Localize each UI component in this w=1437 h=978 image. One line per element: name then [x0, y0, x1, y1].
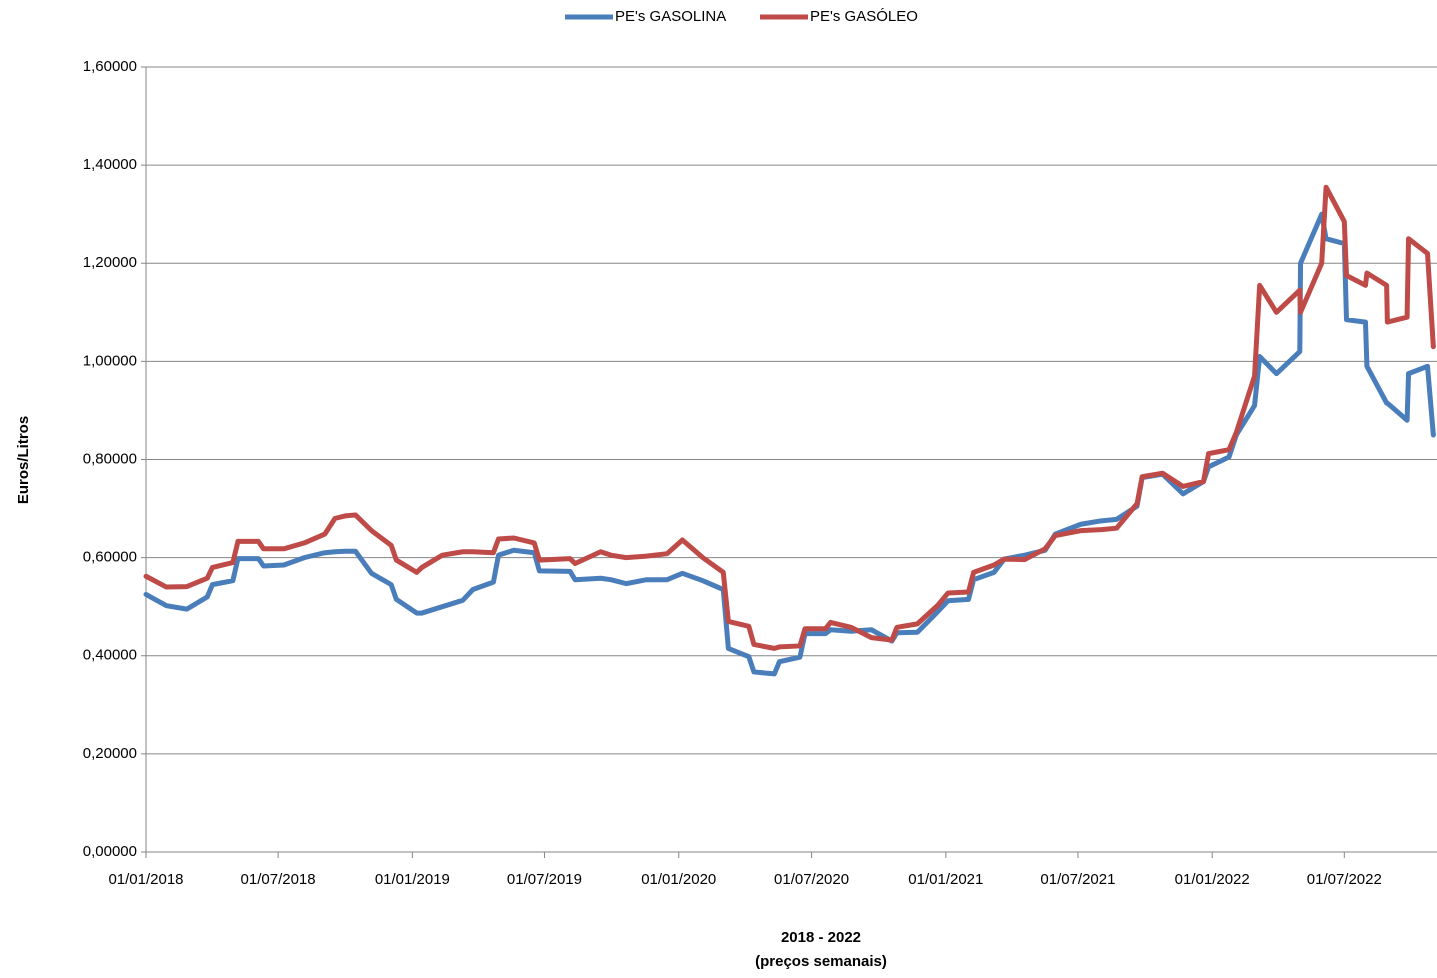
x-axis-title: 2018 - 2022	[781, 929, 861, 946]
y-tick-label: 1,60000	[83, 58, 137, 75]
x-tick-label: 01/01/2018	[108, 871, 183, 888]
legend-label: PE's GASOLINA	[615, 8, 726, 25]
y-tick-label: 1,40000	[83, 156, 137, 173]
x-axis-note: (preços semanais)	[755, 953, 887, 970]
legend-label: PE's GASÓLEO	[810, 8, 918, 25]
y-tick-label: 1,00000	[83, 352, 137, 369]
x-tick-label: 01/07/2022	[1307, 871, 1382, 888]
y-tick-label: 1,20000	[83, 254, 137, 271]
y-tick-label: 0,20000	[83, 745, 137, 762]
y-tick-label: 0,60000	[83, 549, 137, 566]
series-line	[143, 184, 1436, 651]
x-tick-label: 01/01/2019	[375, 871, 450, 888]
x-tick-label: 01/01/2022	[1175, 871, 1250, 888]
y-tick-label: 0,00000	[83, 843, 137, 860]
x-tick-label: 01/07/2021	[1040, 871, 1115, 888]
x-tick-label: 01/07/2020	[774, 871, 849, 888]
y-tick-label: 0,80000	[83, 450, 137, 467]
y-tick-label: 0,40000	[83, 647, 137, 664]
y-axis-title: Euros/Litros	[15, 416, 32, 504]
x-tick-label: 01/01/2021	[908, 871, 983, 888]
x-tick-label: 01/07/2018	[241, 871, 316, 888]
x-tick-label: 01/07/2019	[507, 871, 582, 888]
series-line	[143, 211, 1436, 677]
x-tick-label: 01/01/2020	[641, 871, 716, 888]
